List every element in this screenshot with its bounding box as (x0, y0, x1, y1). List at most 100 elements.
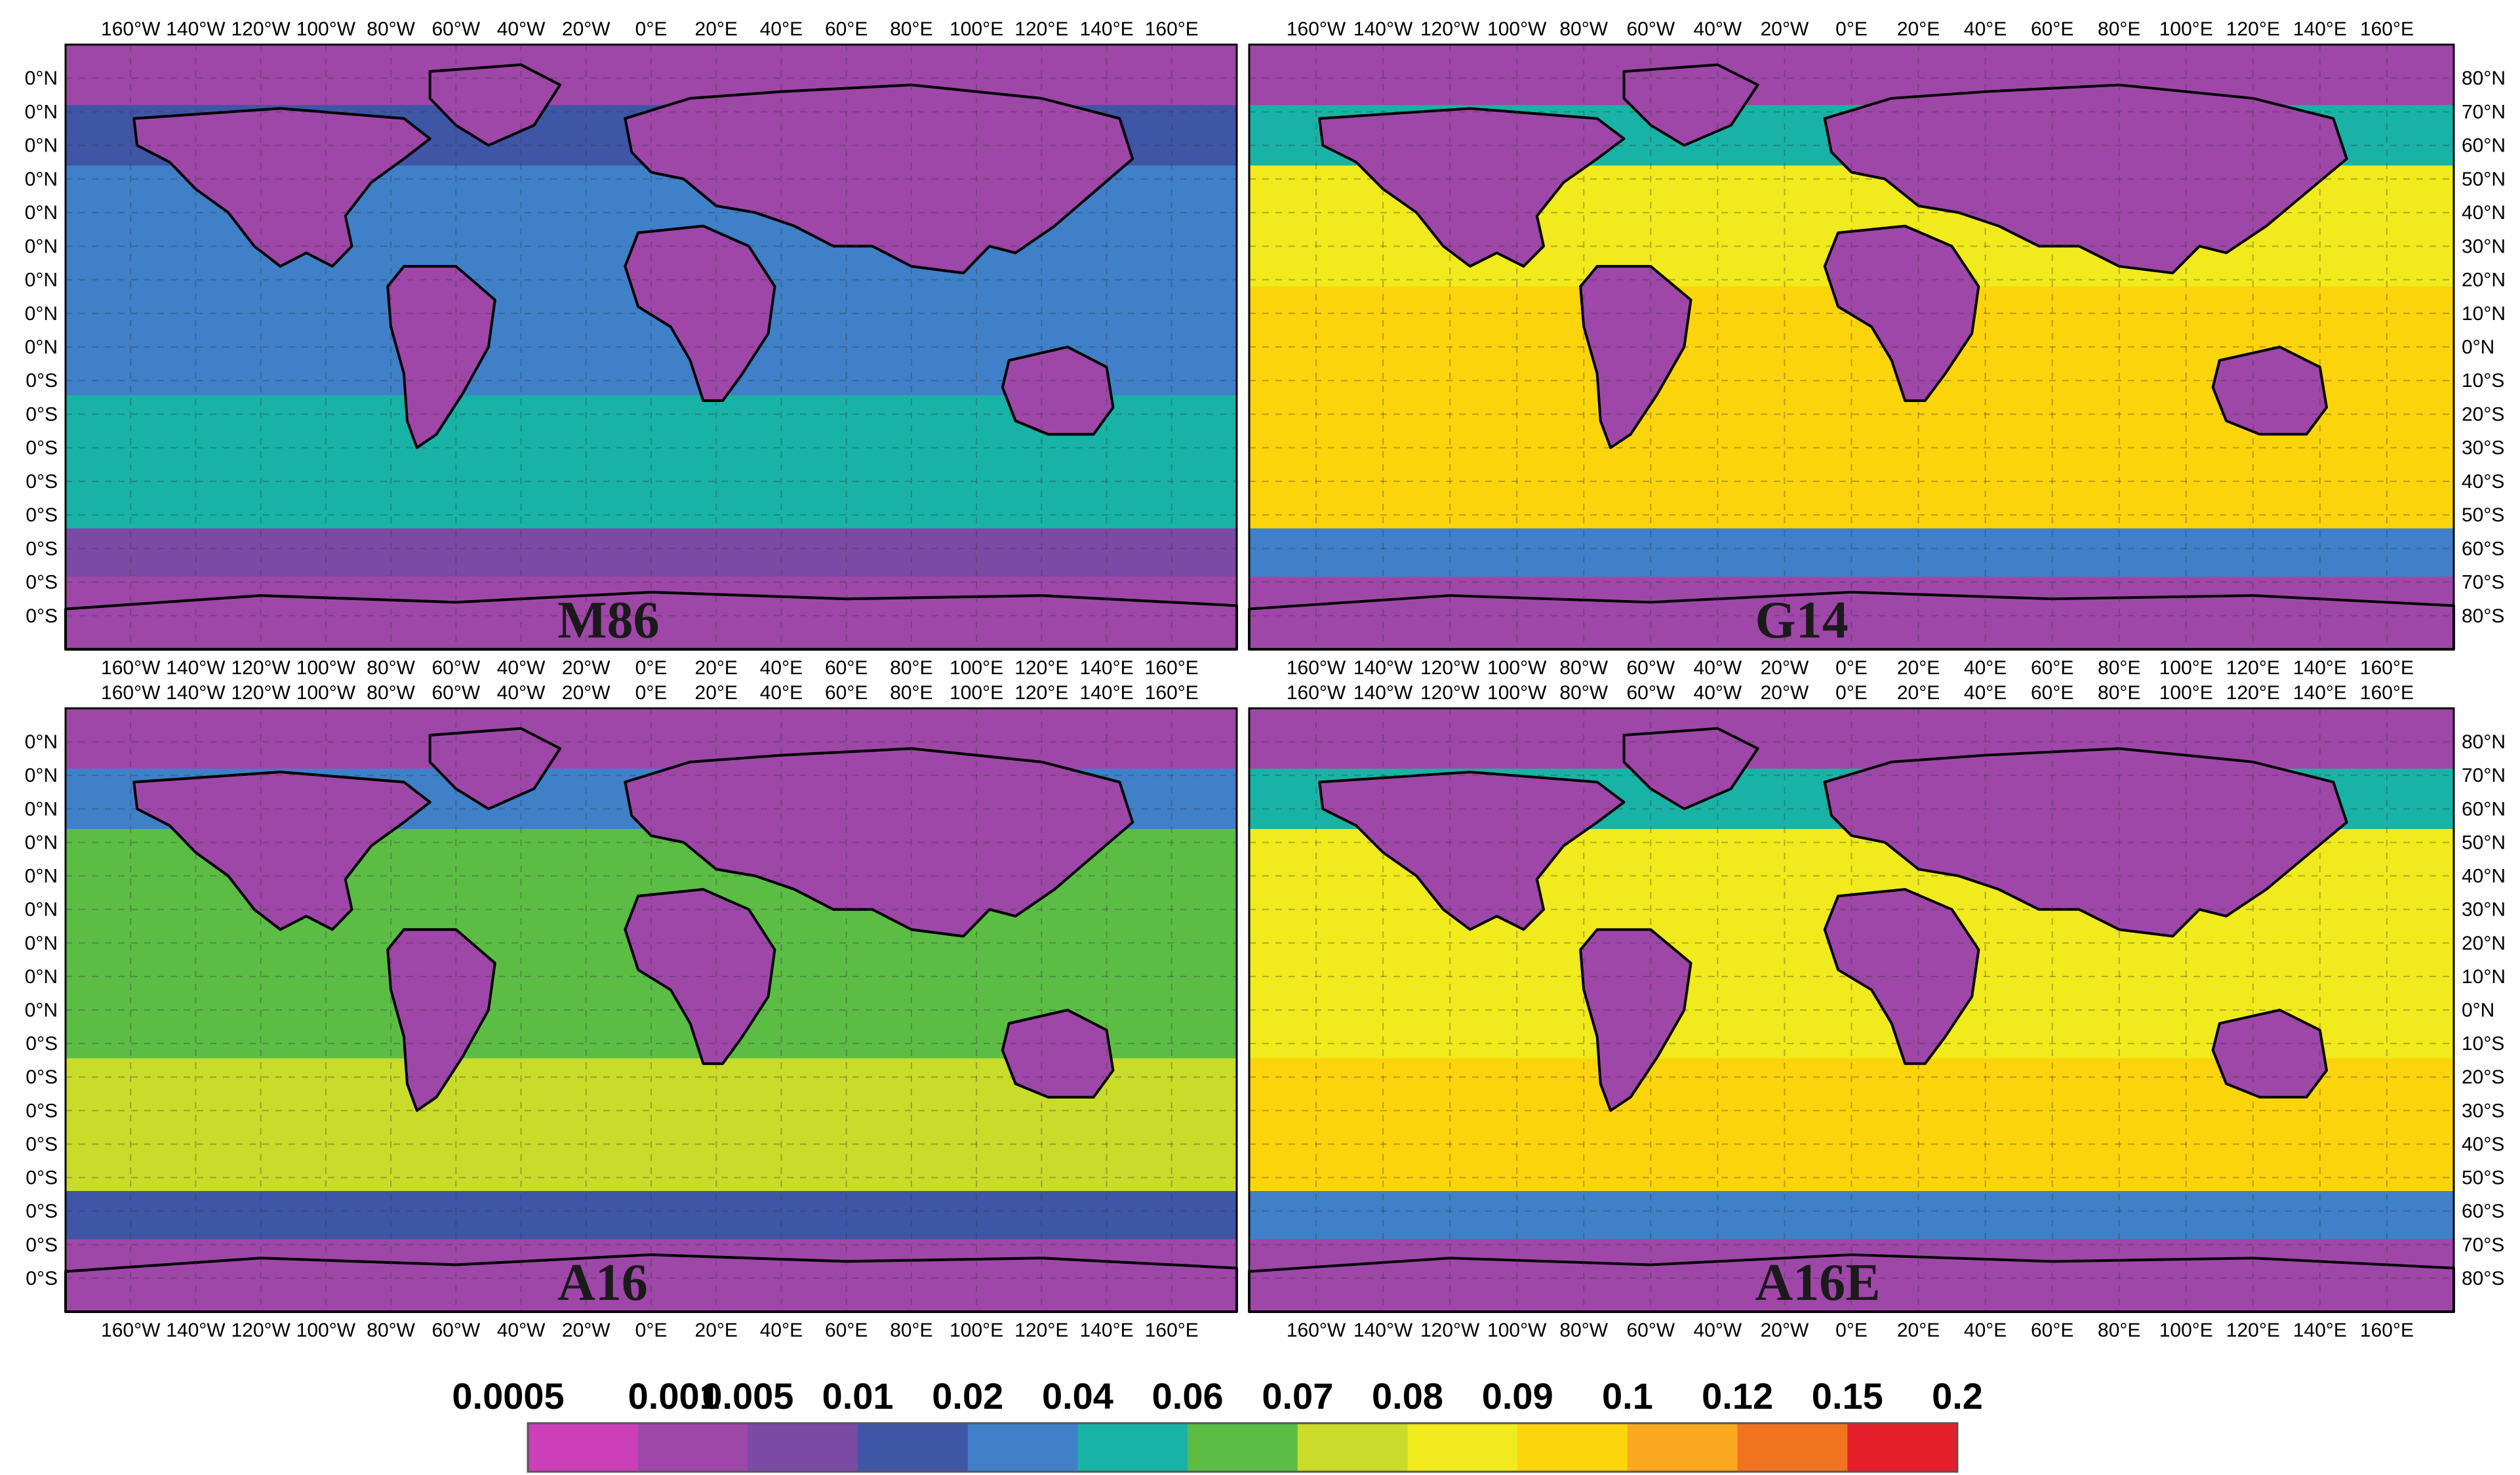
lon-label-top: 20°E (695, 18, 738, 40)
lon-label-bottom: 40°W (497, 1320, 546, 1341)
lon-label-top: 40°W (1694, 18, 1742, 40)
lat-label-left: 0°N (25, 966, 58, 988)
ocean-band-south-high (66, 1191, 1237, 1240)
lat-label-right: 40°N (2462, 202, 2506, 224)
colorbar-swatch (1737, 1423, 1848, 1472)
lat-label-left: 0°S (26, 605, 58, 627)
lon-label-bottom: 120°W (231, 1320, 290, 1341)
ocean-band-south-high (1249, 1191, 2454, 1240)
lon-label-top: 80°E (890, 682, 932, 704)
graticule (1249, 708, 2454, 1312)
colorbar-swatch (1188, 1423, 1298, 1472)
lat-label-right: 30°S (2462, 1100, 2504, 1121)
colorbar-swatch (1627, 1423, 1738, 1472)
lon-label-top: 100°E (2159, 18, 2213, 40)
lon-label-bottom: 60°E (2031, 1320, 2073, 1341)
lon-label-bottom: 40°E (1964, 1320, 2007, 1341)
lat-label-left: 0°S (26, 504, 58, 526)
colorbar-swatch (528, 1423, 639, 1472)
lon-label-bottom: 20°E (695, 1320, 738, 1341)
colorbar-label: 0.09 (1482, 1375, 1553, 1417)
lat-label-right: 20°S (2462, 1066, 2504, 1088)
ocean-band-arctic (66, 45, 1237, 106)
lon-label-bottom: 40°E (760, 657, 803, 679)
lat-label-left: 0°S (26, 437, 58, 459)
colorbar-swatch (967, 1423, 1078, 1472)
lon-label-top: 140°W (1353, 18, 1413, 40)
lat-label-left: 0°S (26, 1133, 58, 1155)
lon-label-bottom: 60°E (825, 657, 868, 679)
lat-label-left: 0°N (25, 235, 58, 257)
lon-label-top: 120°E (2226, 682, 2280, 704)
lon-label-top: 160°E (1145, 682, 1199, 704)
lon-label-top: 100°E (950, 682, 1003, 704)
lat-label-left: 0°N (25, 798, 58, 820)
map-frame (1248, 707, 2455, 1313)
lon-label-bottom: 60°E (2031, 657, 2073, 679)
lon-label-bottom: 20°W (1761, 1320, 1809, 1341)
lon-label-top: 20°E (1897, 18, 1940, 40)
lon-label-bottom: 20°E (1897, 657, 1940, 679)
lon-label-bottom: 120°E (1014, 657, 1068, 679)
lon-label-top: 60°W (431, 682, 480, 704)
lon-label-bottom: 100°W (1487, 1320, 1547, 1341)
colorbar-swatch (1517, 1423, 1628, 1472)
lon-label-bottom: 100°E (2159, 1320, 2213, 1341)
map-frame (1248, 43, 2455, 651)
graticule (66, 45, 1237, 649)
colorbar-label: 0.02 (932, 1375, 1003, 1417)
lat-label-right: 30°N (2462, 235, 2506, 257)
lat-label-left: 0°S (26, 471, 58, 493)
lon-label-bottom: 80°E (2098, 657, 2140, 679)
colorbar-label: 0.15 (1812, 1375, 1883, 1417)
lon-label-bottom: 100°W (1487, 657, 1547, 679)
lon-label-bottom: 80°W (367, 1320, 415, 1341)
colorbar-swatch (1297, 1423, 1409, 1472)
lon-label-bottom: 140°W (1353, 1320, 1413, 1341)
lon-label-top: 40°W (497, 18, 546, 40)
lon-label-top: 160°W (101, 682, 161, 704)
lon-label-top: 60°E (2031, 682, 2073, 704)
lon-label-bottom: 160°E (2360, 1320, 2414, 1341)
lat-label-left: 0°N (25, 731, 58, 753)
lon-label-bottom: 160°W (101, 1320, 161, 1341)
lon-label-top: 120°W (231, 682, 290, 704)
lat-label-right: 80°S (2462, 1268, 2504, 1289)
lat-label-right: 10°S (2462, 370, 2504, 392)
lon-label-bottom: 40°E (760, 1320, 803, 1341)
lon-label-top: 60°W (431, 18, 480, 40)
map-frame (64, 43, 1238, 651)
colorbar-label: 0.04 (1042, 1375, 1113, 1417)
lon-label-top: 40°E (760, 18, 803, 40)
lon-label-top: 20°W (562, 18, 610, 40)
lon-label-bottom: 120°W (231, 657, 290, 679)
lon-label-bottom: 40°W (1694, 657, 1742, 679)
colorbar-label: 0.06 (1152, 1375, 1224, 1417)
ocean-band-arctic (1249, 45, 2454, 106)
lon-label-bottom: 100°E (950, 657, 1003, 679)
lon-label-top: 40°E (1964, 18, 2007, 40)
lon-label-top: 160°E (1145, 18, 1199, 40)
lon-label-bottom: 120°W (1420, 657, 1480, 679)
lat-label-left: 0°N (25, 336, 58, 358)
lon-label-bottom: 160°E (1145, 657, 1199, 679)
lat-label-left: 0°S (26, 572, 58, 594)
lat-label-right: 80°N (2462, 68, 2506, 89)
map-panel-m86: 160°W160°W140°W140°W120°W120°W100°W100°W… (25, 18, 1237, 679)
colorbar-frame (527, 1422, 1959, 1473)
lon-label-top: 120°E (2226, 18, 2280, 40)
lon-label-top: 100°E (2159, 682, 2213, 704)
panel-label: A16E (1755, 1254, 1881, 1312)
lat-label-right: 20°N (2462, 270, 2506, 291)
lat-label-left: 0°N (25, 303, 58, 325)
lon-label-top: 20°E (1897, 682, 1940, 704)
lon-label-top: 160°W (101, 18, 161, 40)
lon-label-top: 80°W (1559, 682, 1608, 704)
lat-label-right: 60°N (2462, 135, 2506, 157)
lon-label-bottom: 20°E (1897, 1320, 1940, 1341)
lon-label-top: 120°E (1014, 18, 1068, 40)
lon-label-bottom: 100°W (296, 657, 356, 679)
lon-label-top: 120°E (1014, 682, 1068, 704)
lon-label-top: 0°E (635, 18, 668, 40)
